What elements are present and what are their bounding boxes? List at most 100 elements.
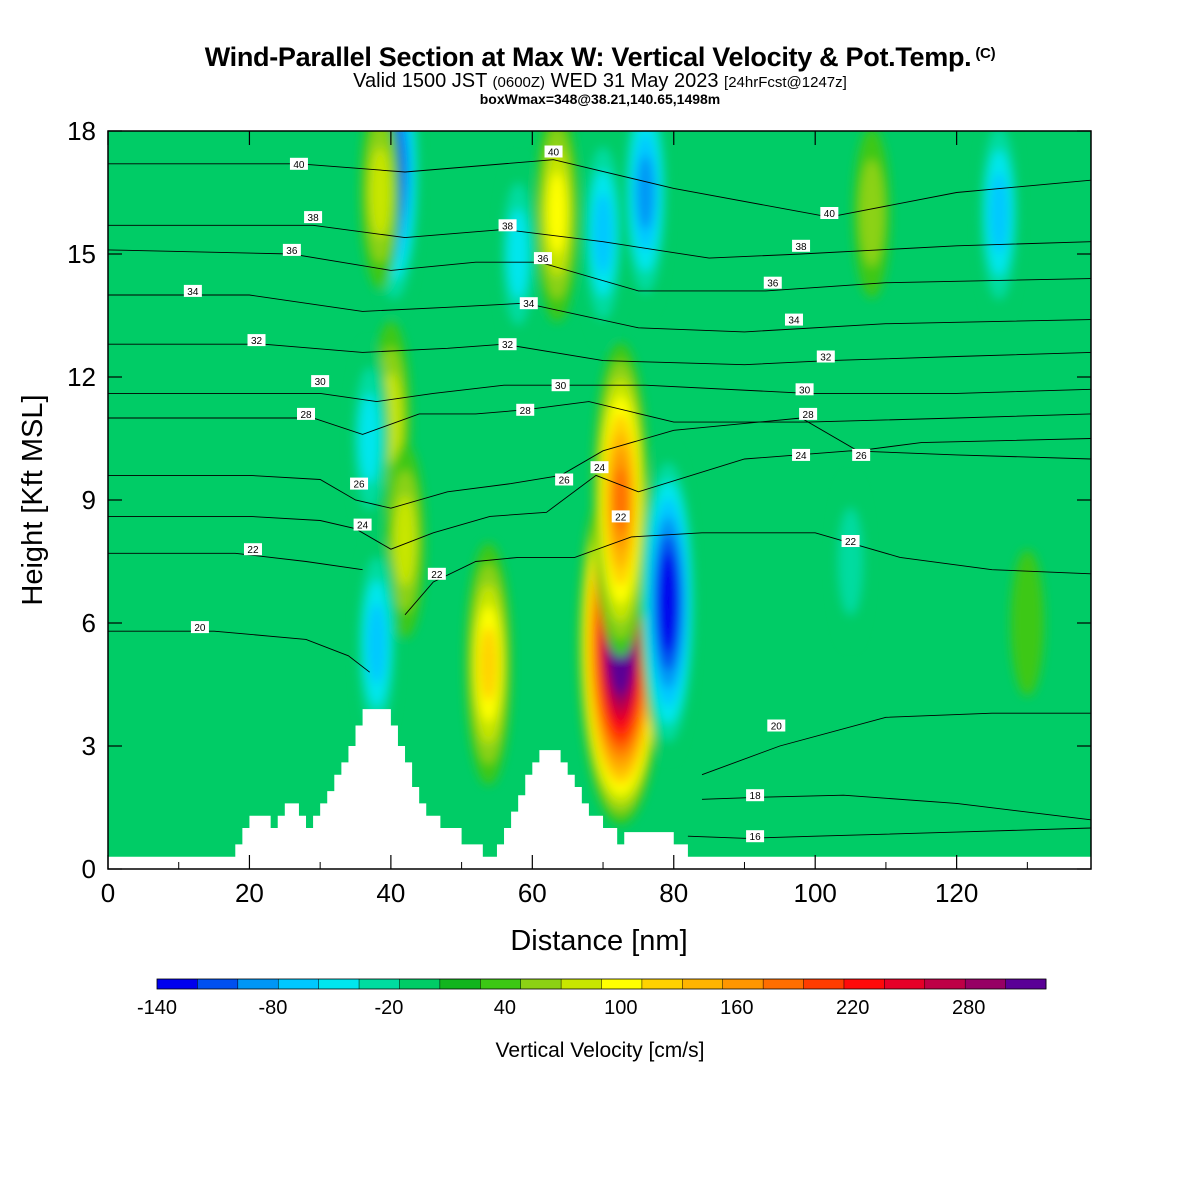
contour-label: 36 — [763, 276, 782, 290]
contour-label-text: 32 — [820, 353, 832, 364]
contour-label-text: 38 — [502, 221, 514, 232]
contour-label: 40 — [289, 157, 308, 171]
colorbar-tick-label: 160 — [720, 997, 753, 1019]
theta-contour — [108, 552, 363, 571]
contour-labels: 40 38 36 34 32 30 28 26 24 22 20 22 40 38 36 34 32 30 28 26… — [183, 145, 871, 843]
colorbar: -140 -80 -20 40 100 160 220 280 — [137, 978, 1047, 1019]
velocity-feature — [360, 131, 401, 290]
colorbar-tick-label: 280 — [952, 997, 985, 1019]
subtitle-valid: Valid 1500 JST — [353, 70, 487, 92]
contour-label-text: 22 — [615, 512, 627, 523]
contour-label-text: 24 — [594, 463, 606, 474]
x-tick-label: 60 — [518, 878, 547, 908]
colorbar-bin — [1005, 979, 1047, 989]
x-tick-label: 40 — [376, 878, 405, 908]
contour-label-text: 20 — [771, 722, 783, 733]
velocity-band — [480, 626, 497, 702]
title-text: Wind-Parallel Section at Max W: Vertical… — [204, 42, 972, 72]
contour-label-text: 40 — [293, 160, 305, 171]
contour-label-box — [282, 243, 301, 256]
colorbar-tick-label: -80 — [259, 997, 288, 1019]
velocity-feature — [1010, 550, 1044, 696]
x-tick-label: 120 — [935, 878, 978, 908]
contour-label-box — [498, 338, 517, 351]
colorbar-bin — [278, 979, 320, 989]
contour-label-text: 26 — [353, 480, 365, 491]
colorbar-tick-label: 220 — [836, 997, 869, 1019]
velocity-band — [359, 393, 380, 484]
theta-contour — [108, 450, 1091, 550]
copyright-mark: (C) — [975, 45, 996, 62]
chart-subtitle-box-max: boxWmax=348@38.21,140.65,1498m — [479, 91, 721, 107]
colorbar-tick-label: 100 — [604, 997, 637, 1019]
contour-label-box — [350, 477, 369, 490]
colorbar-bin — [803, 979, 845, 989]
contour-label: 40 — [820, 207, 839, 220]
contour-label: 30 — [311, 375, 330, 388]
contour-label: 24 — [590, 461, 609, 474]
plot-area: 40 38 36 34 32 30 28 26 24 22 20 22 40 38 36 34 32 30 28 26… — [107, 130, 1092, 870]
y-tick-label: 6 — [82, 608, 96, 638]
colorbar-bin — [682, 979, 724, 989]
contour-label-box — [611, 510, 630, 523]
contour-label-text: 30 — [315, 377, 327, 388]
contour-label-text: 16 — [750, 832, 762, 843]
theta-contour — [108, 224, 1091, 259]
velocity-band — [1010, 550, 1044, 696]
colorbar-bin — [641, 979, 683, 989]
contour-label: 18 — [746, 789, 765, 802]
contour-label: 32 — [498, 338, 517, 351]
colorbar-bin — [924, 979, 966, 989]
contour-label-text: 40 — [548, 148, 560, 159]
contour-label-text: 24 — [357, 521, 369, 532]
contour-label-text: 34 — [523, 299, 535, 310]
contour-label: 32 — [247, 334, 266, 347]
velocity-feature — [640, 445, 696, 760]
colorbar-bin — [237, 979, 279, 989]
contour-label-box — [289, 157, 308, 170]
contour-label: 26 — [555, 473, 574, 487]
contour-label-text: 32 — [502, 340, 514, 351]
contour-label-text: 28 — [803, 410, 815, 421]
contour-label: 34 — [519, 297, 538, 310]
contour-label-box — [516, 403, 535, 416]
colorbar-bin — [843, 979, 885, 989]
contour-label: 30 — [795, 383, 814, 396]
subtitle-date: WED 31 May 2023 — [550, 70, 719, 92]
contour-label: 34 — [183, 284, 202, 298]
contour-label: 26 — [852, 448, 871, 462]
velocity-feature — [355, 534, 399, 753]
colorbar-bin — [965, 979, 1007, 989]
contour-label-text: 22 — [431, 570, 443, 581]
contour-label-box — [243, 543, 262, 556]
contour-label: 34 — [784, 313, 803, 327]
velocity-feature — [977, 131, 1021, 322]
terrain-profile — [108, 709, 1091, 869]
contour-label: 30 — [551, 379, 570, 392]
contour-label-text: 30 — [555, 381, 567, 392]
colorbar-bin — [722, 979, 764, 989]
contour-label-box — [852, 448, 871, 461]
velocity-feature — [535, 131, 579, 322]
colorbar-bin — [520, 979, 562, 989]
contour-label: 38 — [304, 211, 323, 224]
colorbar-label: Vertical Velocity [cm/s] — [496, 1039, 705, 1062]
chart-title: Wind-Parallel Section at Max W: Vertical… — [0, 42, 1200, 73]
colorbar-tick-label: -140 — [137, 997, 177, 1019]
contour-label: 36 — [533, 252, 552, 265]
theta-contour — [108, 159, 1091, 218]
velocity-band — [989, 172, 1009, 254]
y-tick-label: 3 — [82, 731, 96, 761]
velocity-band — [838, 508, 863, 615]
contour-label-box — [190, 621, 209, 634]
contour-label-box — [784, 313, 803, 326]
subtitle-zulu: (0600Z) — [492, 74, 546, 91]
velocity-band — [394, 496, 416, 586]
contour-label: 24 — [353, 518, 372, 532]
contour-label: 38 — [792, 239, 811, 253]
contour-label-box — [767, 719, 786, 732]
colorbar-bin — [157, 979, 198, 989]
contour-label: 40 — [544, 145, 563, 159]
colorbar-bin — [884, 979, 926, 989]
